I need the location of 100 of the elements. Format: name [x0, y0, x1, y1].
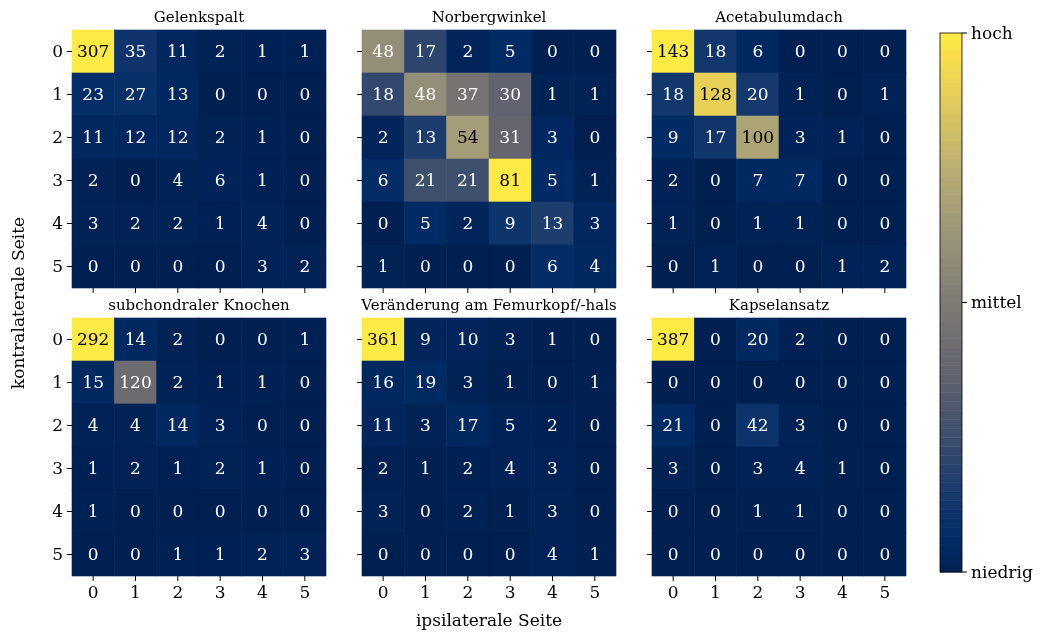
y-tick-label: 5 — [52, 544, 63, 565]
data-label: 2 — [130, 458, 141, 479]
data-label: 0 — [130, 501, 141, 522]
data-label: 0 — [257, 84, 268, 105]
data-label: 1 — [794, 213, 806, 234]
data-label: 11 — [82, 127, 104, 148]
data-label: 7 — [794, 170, 806, 191]
y-tick-label: 2 — [52, 127, 63, 148]
data-label: 3 — [547, 127, 558, 148]
data-label: 5 — [547, 170, 558, 191]
data-label: 12 — [167, 127, 189, 148]
data-label: 0 — [420, 544, 431, 565]
data-label: 1 — [87, 501, 99, 522]
x-axis-title: ipsilaterale Seite — [415, 610, 563, 630]
data-label: 307 — [76, 41, 110, 62]
data-label: 6 — [377, 170, 389, 191]
data-label: 2 — [130, 213, 141, 234]
data-label: 0 — [837, 213, 848, 234]
data-label: 21 — [457, 170, 479, 191]
x-tick-label: 0 — [667, 582, 679, 602]
data-label: 13 — [541, 213, 564, 234]
data-label: 0 — [752, 544, 764, 565]
data-label: 1 — [214, 213, 226, 234]
data-label: 48 — [372, 41, 394, 62]
data-label: 1 — [589, 372, 601, 393]
data-label: 1 — [172, 544, 184, 565]
data-label: 1 — [504, 501, 516, 522]
x-tick-label: 4 — [547, 582, 558, 602]
data-label: 0 — [299, 170, 311, 191]
data-label: 1 — [710, 256, 721, 277]
data-label: 0 — [214, 84, 226, 105]
data-label: 2 — [377, 127, 389, 148]
data-label: 0 — [299, 84, 311, 105]
data-label: 18 — [372, 84, 394, 105]
x-tick-label: 3 — [794, 582, 806, 602]
data-label: 0 — [667, 501, 679, 522]
data-label: 100 — [741, 127, 775, 148]
data-label: 14 — [124, 329, 147, 350]
data-label: 2 — [214, 458, 226, 479]
data-label: 0 — [257, 501, 268, 522]
data-label: 1 — [504, 372, 516, 393]
x-tick-label: 3 — [214, 582, 226, 602]
data-label: 4 — [589, 256, 601, 277]
data-label: 1 — [752, 213, 764, 234]
data-label: 0 — [504, 544, 516, 565]
data-label: 2 — [299, 256, 311, 277]
data-label: 0 — [837, 170, 848, 191]
data-label: 3 — [752, 458, 764, 479]
data-label: 3 — [214, 415, 226, 436]
data-label: 0 — [377, 213, 389, 234]
data-label: 2 — [462, 458, 474, 479]
data-label: 0 — [130, 544, 141, 565]
data-label: 2 — [172, 213, 184, 234]
data-label: 387 — [656, 329, 690, 350]
data-label: 48 — [414, 84, 437, 105]
data-label: 13 — [167, 84, 189, 105]
data-label: 120 — [119, 372, 152, 393]
data-label: 0 — [837, 41, 848, 62]
data-label: 3 — [547, 501, 558, 522]
data-label: 0 — [710, 544, 721, 565]
data-label: 1 — [837, 458, 848, 479]
data-label: 6 — [547, 256, 558, 277]
data-label: 0 — [752, 372, 764, 393]
data-label: 21 — [662, 415, 684, 436]
data-label: 0 — [257, 329, 268, 350]
data-label: 17 — [704, 127, 727, 148]
data-label: 1 — [214, 372, 226, 393]
data-label: 2 — [547, 415, 558, 436]
data-label: 20 — [747, 329, 769, 350]
data-label: 0 — [667, 256, 679, 277]
data-label: 0 — [504, 256, 516, 277]
data-label: 0 — [299, 415, 311, 436]
data-label: 2 — [462, 501, 474, 522]
data-label: 0 — [879, 501, 891, 522]
data-label: 3 — [667, 458, 679, 479]
data-label: 0 — [420, 256, 431, 277]
data-label: 0 — [710, 329, 721, 350]
x-tick-label: 2 — [752, 582, 764, 602]
data-label: 1 — [589, 170, 601, 191]
data-label: 2 — [667, 170, 679, 191]
data-label: 0 — [377, 544, 389, 565]
data-label: 0 — [879, 415, 891, 436]
data-label: 54 — [457, 127, 479, 148]
data-label: 2 — [879, 256, 891, 277]
y-tick-label: 1 — [52, 84, 63, 105]
data-label: 1 — [299, 41, 311, 62]
data-label: 11 — [167, 41, 189, 62]
data-label: 0 — [299, 501, 311, 522]
data-label: 42 — [747, 415, 769, 436]
data-label: 4 — [547, 544, 558, 565]
chart-title: Veränderung am Femurkopf/-hals — [360, 296, 617, 314]
data-label: 0 — [299, 127, 311, 148]
data-label: 0 — [837, 84, 848, 105]
data-label: 0 — [879, 127, 891, 148]
data-label: 3 — [420, 415, 431, 436]
data-label: 0 — [299, 372, 311, 393]
data-label: 7 — [752, 170, 764, 191]
data-label: 17 — [414, 41, 437, 62]
data-label: 0 — [879, 372, 891, 393]
data-label: 0 — [214, 256, 226, 277]
